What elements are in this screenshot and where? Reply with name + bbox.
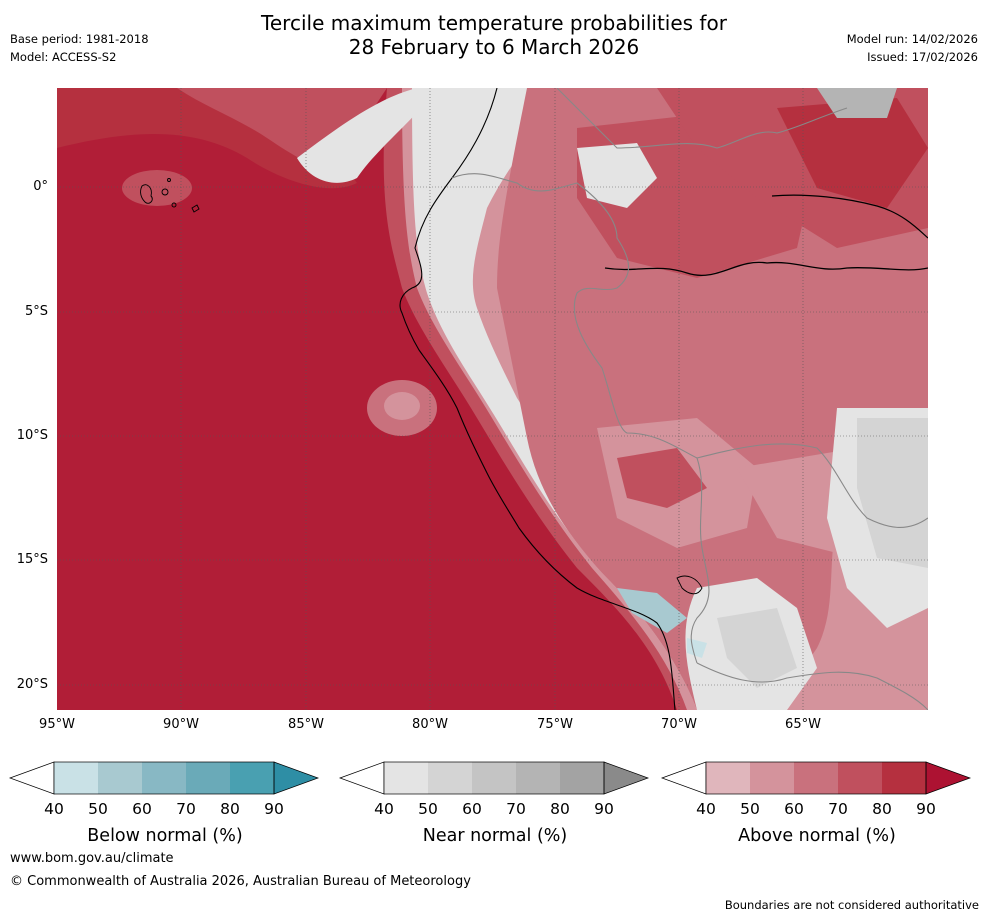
legend-near-label-60: 60	[462, 800, 482, 818]
model-name: Model: ACCESS-S2	[10, 50, 117, 64]
map-title: Tercile maximum temperature probabilitie…	[0, 11, 988, 59]
near-normal-patch-1	[577, 143, 657, 208]
legend-below-seg-2	[98, 762, 142, 794]
legend-bar-above	[660, 761, 972, 795]
title-line-2: 28 February to 6 March 2026	[348, 35, 640, 59]
lon-tick-70w: 70°W	[661, 717, 697, 732]
lon-tick-65w: 65°W	[785, 717, 821, 732]
coastline	[399, 88, 676, 710]
legend-below-label-50: 50	[88, 800, 108, 818]
footer-copyright: © Commonwealth of Australia 2026, Austra…	[10, 874, 471, 889]
land-above-80	[777, 98, 928, 208]
river-negro	[771, 194, 928, 239]
legend-below-label-90: 90	[264, 800, 284, 818]
land-above-normal	[497, 88, 928, 710]
legend-near-seg-6	[603, 761, 650, 795]
legend-near-seg-2	[428, 762, 472, 794]
lon-tick-95w: 95°W	[39, 717, 75, 732]
legend-below-label-40: 40	[44, 800, 64, 818]
legend-above-label-40: 40	[696, 800, 716, 818]
legend-near-seg-3	[472, 762, 516, 794]
legend-near-title: Near normal (%)	[422, 826, 568, 846]
legend-bar-near	[338, 761, 650, 795]
legend-above-normal	[660, 760, 972, 796]
legend-bar-below	[8, 761, 320, 795]
legend-below-normal	[8, 760, 320, 796]
near-normal-south-2	[717, 608, 797, 688]
legend-above-seg-2	[750, 762, 794, 794]
galapagos-islands	[140, 178, 200, 213]
legend-near-normal	[338, 760, 650, 796]
lake-titicaca	[676, 575, 703, 595]
footer-boundary-note: Boundaries are not considered authoritat…	[724, 898, 979, 912]
legend-below-label-60: 60	[132, 800, 152, 818]
lat-tick-0: 0°	[33, 179, 48, 194]
legend-above-label-70: 70	[828, 800, 848, 818]
legend-above-seg-1	[706, 762, 750, 794]
title-line-1: Tercile maximum temperature probabilitie…	[261, 11, 727, 35]
legend-near-seg-1	[384, 762, 428, 794]
lon-tick-85w: 85°W	[288, 717, 324, 732]
near-normal-east-2	[857, 418, 928, 568]
legend-above-label-90: 90	[916, 800, 936, 818]
legend-near-label-80: 80	[550, 800, 570, 818]
galapagos-band	[122, 170, 192, 206]
legend-above-label-80: 80	[872, 800, 892, 818]
legend-above-title: Above normal (%)	[738, 826, 896, 846]
model-run: Model run: 14/02/2026	[846, 32, 978, 46]
legend-near-label-90: 90	[594, 800, 614, 818]
lat-tick-10s: 10°S	[16, 428, 48, 443]
below-normal-patch	[617, 588, 687, 633]
header-meta-left: Base period: 1981-2018 Model: ACCESS-S2	[10, 30, 149, 66]
lon-tick-80w: 80°W	[412, 717, 448, 732]
legend-above-label-60: 60	[784, 800, 804, 818]
lat-tick-20s: 20°S	[16, 677, 48, 692]
lon-tick-90w: 90°W	[163, 717, 199, 732]
issued-date: Issued: 17/02/2026	[867, 50, 978, 64]
graticule	[57, 88, 928, 710]
legend-below-seg-0	[8, 761, 55, 795]
legend-near-label-50: 50	[418, 800, 438, 818]
land-above-70-south	[617, 448, 707, 508]
legend-below-label-70: 70	[176, 800, 196, 818]
legend-below-seg-5	[230, 762, 274, 794]
legend-below-seg-1	[54, 762, 98, 794]
lat-tick-5s: 5°S	[24, 304, 48, 319]
probability-map	[57, 88, 928, 710]
legend-near-seg-4	[516, 762, 560, 794]
footer-website[interactable]: www.bom.gov.au/climate	[10, 851, 174, 866]
legend-near-seg-5	[560, 762, 604, 794]
legend-above-seg-4	[838, 762, 882, 794]
near-normal-north	[297, 88, 437, 183]
legend-above-seg-6	[925, 761, 972, 795]
lon-tick-75w: 75°W	[537, 717, 573, 732]
national-borders	[451, 88, 928, 710]
legend-below-seg-3	[142, 762, 186, 794]
base-period: Base period: 1981-2018	[10, 32, 149, 46]
legend-above-label-50: 50	[740, 800, 760, 818]
legend-near-label-70: 70	[506, 800, 526, 818]
legend-below-seg-4	[186, 762, 230, 794]
near-normal-north-east	[817, 88, 897, 118]
legend-above-seg-3	[794, 762, 838, 794]
offshore-band-inner	[384, 392, 420, 420]
legend-near-seg-0	[338, 761, 385, 795]
legend-below-title: Below normal (%)	[87, 826, 243, 846]
lat-tick-15s: 15°S	[16, 552, 48, 567]
legend-below-label-80: 80	[220, 800, 240, 818]
river-amazon	[604, 261, 928, 276]
legend-above-seg-0	[660, 761, 707, 795]
map-canvas	[57, 88, 928, 710]
near-normal-coastal	[412, 88, 777, 710]
header-meta-right: Model run: 14/02/2026 Issued: 17/02/2026	[847, 30, 978, 66]
legend-near-label-40: 40	[374, 800, 394, 818]
legend-above-seg-5	[882, 762, 926, 794]
legend-below-seg-6	[273, 761, 320, 795]
